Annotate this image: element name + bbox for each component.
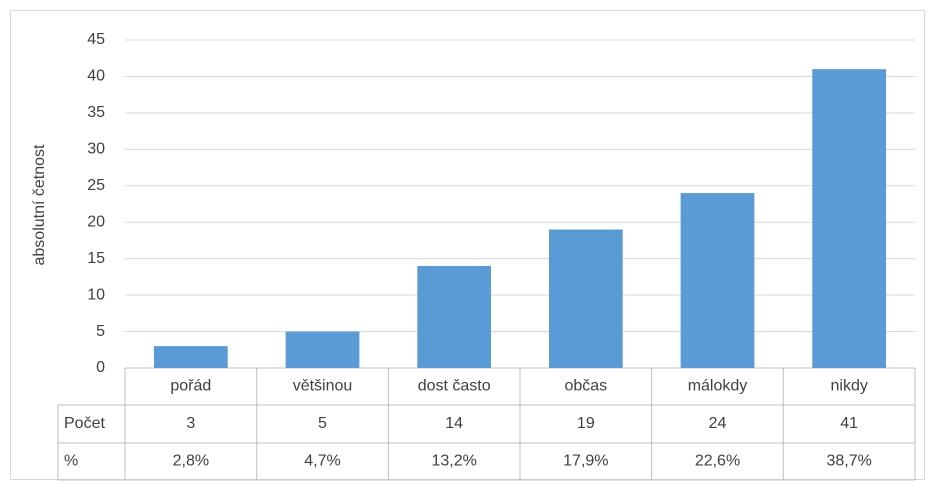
bar <box>417 265 492 368</box>
y-tick-label: 40 <box>87 68 105 85</box>
bar <box>680 193 755 368</box>
y-tick-label: 5 <box>96 323 105 340</box>
table-percent: 2,8% <box>173 453 209 470</box>
chart-border <box>10 10 925 480</box>
table-count: 3 <box>186 415 195 432</box>
table-percent: 17,9% <box>563 453 608 470</box>
table-percent: 38,7% <box>826 453 871 470</box>
y-tick-label: 35 <box>87 104 105 121</box>
table-percent: 4,7% <box>304 453 340 470</box>
x-tick-label: nikdy <box>830 378 867 395</box>
bar <box>812 69 887 369</box>
table-count: 5 <box>318 415 327 432</box>
table-percent: 13,2% <box>431 453 476 470</box>
y-axis-label: absolutní četnost <box>31 144 48 266</box>
y-tick-label: 30 <box>87 141 105 158</box>
x-tick-label: dost často <box>418 378 491 395</box>
y-tick-label: 20 <box>87 213 105 230</box>
y-tick-label: 0 <box>96 359 105 376</box>
y-tick-label: 45 <box>87 31 105 48</box>
table-count: 19 <box>577 415 595 432</box>
y-tick-label: 15 <box>87 250 105 267</box>
table-row-label: % <box>64 453 78 470</box>
bar <box>153 346 228 368</box>
bar <box>548 229 623 368</box>
table-count: 41 <box>840 415 858 432</box>
table-count: 14 <box>445 415 463 432</box>
x-tick-label: občas <box>564 378 607 395</box>
x-tick-label: málokdy <box>688 378 748 395</box>
y-tick-label: 10 <box>87 286 105 303</box>
x-tick-label: většinou <box>293 378 353 395</box>
x-tick-label: pořád <box>170 378 211 395</box>
table-row-label: Počet <box>64 415 105 432</box>
bar <box>285 331 360 368</box>
table-count: 24 <box>709 415 727 432</box>
y-tick-label: 25 <box>87 177 105 194</box>
table-percent: 22,6% <box>695 453 740 470</box>
